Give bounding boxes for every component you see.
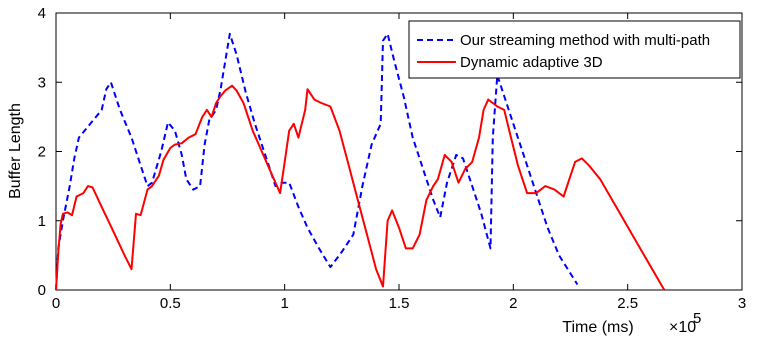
series-line-dynamic [55,84,666,291]
legend-box [408,20,741,79]
x-tick-label: 3 [738,295,746,312]
y-tick-label: 0 [38,282,46,299]
x-tick-label: 1.5 [389,295,410,312]
x-tick-label: 2.5 [617,295,638,312]
legend: Our streaming method with multi-path Dyn… [408,20,741,79]
x-tick-label: 2 [509,295,517,312]
legend-label-multipath: Our streaming method with multi-path [460,32,710,49]
y-tick-label: 1 [38,213,46,230]
x-tick-label: 0 [52,295,60,312]
series-layer [55,32,666,291]
y-tick-label: 3 [38,74,46,91]
y-axis-ticks: 0 1 2 3 4 [38,5,742,299]
legend-label-dynamic: Dynamic adaptive 3D [460,54,603,71]
y-axis-label: Buffer Length [7,103,24,199]
x-axis-label: Time (ms) [562,319,633,336]
y-tick-label: 4 [38,5,46,22]
x-axis-multiplier-exponent: 5 [693,310,701,327]
x-axis-ticks: 0 0.5 1 1.5 2 2.5 3 [52,13,746,312]
x-axis-multiplier: ×10 [669,319,696,336]
y-tick-label: 2 [38,144,46,161]
x-tick-label: 1 [280,295,288,312]
x-tick-label: 0.5 [160,295,181,312]
